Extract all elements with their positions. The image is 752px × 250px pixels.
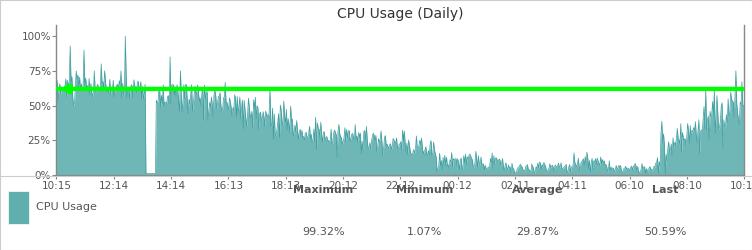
Text: Average: Average: [512, 184, 563, 194]
Title: CPU Usage (Daily): CPU Usage (Daily): [337, 7, 464, 21]
Text: Last: Last: [652, 184, 679, 194]
Text: Minimum: Minimum: [396, 184, 453, 194]
Text: CPU Usage: CPU Usage: [36, 202, 97, 212]
Text: 29.87%: 29.87%: [517, 226, 559, 236]
Text: Maximum: Maximum: [293, 184, 353, 194]
Text: 99.32%: 99.32%: [302, 226, 344, 236]
Text: 1.07%: 1.07%: [407, 226, 443, 236]
Text: 50.59%: 50.59%: [644, 226, 687, 236]
Bar: [8, 191, 29, 224]
